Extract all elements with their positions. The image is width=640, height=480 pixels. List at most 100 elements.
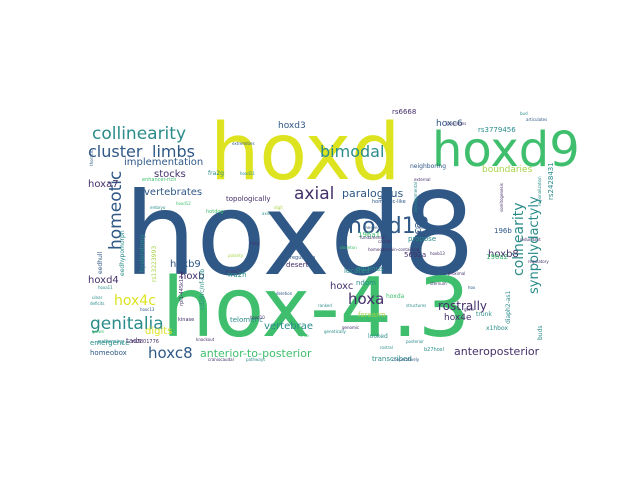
word: trunk bbox=[476, 311, 492, 318]
word: rs6668 bbox=[392, 108, 417, 116]
word: buds bbox=[537, 325, 544, 340]
word: forearm bbox=[358, 311, 386, 319]
word: genetically bbox=[324, 329, 346, 334]
word: homeobox bbox=[90, 349, 127, 357]
word: caudal bbox=[378, 239, 392, 244]
word: somitogenesis bbox=[499, 183, 504, 212]
word: hoxd8 bbox=[124, 168, 475, 301]
word: eedhull bbox=[97, 251, 104, 274]
word: homeodomain-containing bbox=[368, 247, 420, 252]
word: proximal bbox=[448, 271, 466, 276]
word: equinus bbox=[356, 265, 384, 273]
word: rs13223993 bbox=[151, 245, 158, 282]
word: hoxa11 bbox=[98, 285, 113, 290]
word: hoxa7 bbox=[88, 179, 119, 190]
word: hysterotomy bbox=[139, 234, 146, 272]
word: hoxc8 bbox=[148, 344, 193, 362]
word: hoxa13 bbox=[226, 269, 241, 274]
word: axial bbox=[294, 184, 335, 204]
word: rs2801776 bbox=[132, 339, 159, 345]
word: transcribed bbox=[372, 355, 412, 363]
word: regulatory bbox=[528, 259, 549, 264]
word: polarity bbox=[228, 253, 244, 258]
word: embryo bbox=[150, 205, 166, 210]
word: vertebrae bbox=[264, 321, 313, 332]
word: fra2h bbox=[228, 271, 247, 279]
word: fundamental bbox=[360, 235, 386, 240]
word: extremities bbox=[232, 141, 255, 146]
word: digits bbox=[145, 326, 173, 337]
word: located bbox=[344, 267, 370, 275]
word: hoxc13 bbox=[140, 307, 155, 312]
word: collinearity bbox=[92, 124, 187, 144]
word: emergence bbox=[90, 339, 130, 347]
word: hoxda bbox=[386, 293, 405, 300]
word: hoxd4 bbox=[88, 275, 119, 286]
word: rostral bbox=[380, 345, 393, 350]
word: vertebrates bbox=[144, 187, 203, 198]
word: ulnar bbox=[92, 295, 103, 300]
word: posterior bbox=[406, 339, 424, 344]
word: hoxc bbox=[330, 281, 354, 292]
word: hoxd9 bbox=[432, 122, 580, 178]
word: topologically bbox=[226, 195, 271, 203]
word: propose bbox=[408, 235, 437, 243]
word: craniocaudal bbox=[208, 357, 234, 362]
word: hoxd13 bbox=[348, 214, 430, 239]
word: diaph2-as1 bbox=[505, 290, 512, 324]
word: hox4e bbox=[444, 313, 472, 323]
word: genitalia bbox=[90, 314, 164, 334]
word: kinase bbox=[178, 317, 195, 323]
word: neighboring bbox=[410, 163, 446, 170]
word: digit bbox=[274, 205, 283, 210]
word: contacts bbox=[416, 225, 434, 230]
word: anteroposterior bbox=[454, 345, 540, 358]
word: desert bbox=[286, 261, 309, 269]
word: skeleton bbox=[340, 245, 357, 250]
word: bimodal bbox=[320, 142, 385, 161]
word: hoxa bbox=[348, 290, 385, 308]
word: hoxd3 bbox=[278, 121, 306, 131]
word: 196a2 bbox=[486, 253, 509, 261]
word: inversions bbox=[446, 121, 467, 126]
word: anterior-to-posterior bbox=[200, 347, 312, 360]
word: fra2g bbox=[208, 170, 224, 177]
word: x1hbox bbox=[486, 325, 509, 332]
word: regulation bbox=[290, 255, 316, 261]
word: helix bbox=[250, 241, 260, 246]
word: telomeric bbox=[230, 316, 264, 324]
word: axis bbox=[262, 211, 271, 216]
word: hoxd10 bbox=[250, 315, 265, 320]
word: b27hoxl bbox=[424, 347, 444, 353]
word: synpolydactyly bbox=[527, 196, 542, 294]
word: 5692a bbox=[404, 251, 427, 259]
word: cluster bbox=[88, 142, 143, 161]
word: mesenchyme bbox=[364, 225, 391, 230]
word: paralogous bbox=[342, 187, 404, 200]
word: redundant bbox=[520, 237, 541, 242]
word: patterning bbox=[98, 339, 125, 345]
word: knockout bbox=[196, 337, 215, 342]
word: hoxd11 bbox=[240, 171, 255, 176]
word: homeotic-like bbox=[372, 199, 406, 205]
word: deletion bbox=[276, 291, 293, 296]
word: cd28rc/nf-il2b bbox=[199, 268, 206, 310]
word: hoxc6 bbox=[436, 119, 463, 129]
word: stocks bbox=[154, 169, 186, 180]
word: rpl1-445k12.2 bbox=[179, 270, 185, 306]
word: enhancer-rich bbox=[142, 177, 177, 183]
word: hoxb13 bbox=[430, 251, 445, 256]
word: hox bbox=[468, 285, 476, 290]
word: gene bbox=[464, 307, 474, 312]
word: looked bbox=[368, 333, 388, 340]
word: limb bbox=[300, 333, 309, 338]
word: ranked bbox=[318, 303, 332, 308]
word: tads bbox=[126, 337, 142, 345]
word: external bbox=[414, 177, 431, 182]
word: limbs bbox=[152, 142, 195, 161]
word: eedhypomorph bbox=[119, 230, 126, 276]
word: cooperatively bbox=[392, 357, 420, 362]
word: rs3779456 bbox=[478, 126, 516, 134]
word: developmental bbox=[413, 182, 418, 212]
